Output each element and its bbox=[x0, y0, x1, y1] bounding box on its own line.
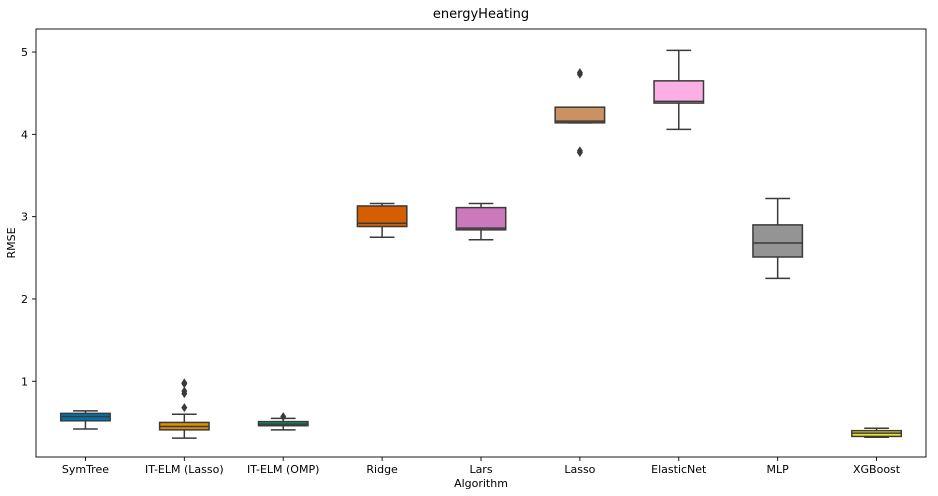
box-it-elm-omp bbox=[257, 412, 309, 431]
box-lasso bbox=[554, 68, 606, 157]
y-tick-label: 4 bbox=[21, 128, 28, 141]
box-iqr bbox=[554, 106, 606, 124]
x-tick-label: IT-ELM (Lasso) bbox=[145, 463, 224, 476]
y-tick-label: 2 bbox=[21, 293, 28, 306]
box-ridge bbox=[356, 202, 408, 238]
x-tick-label: ElasticNet bbox=[651, 463, 707, 476]
y-tick-label: 3 bbox=[21, 211, 28, 224]
x-axis: SymTree IT-ELM (Lasso) IT-ELM (OMP) Ridge La… bbox=[62, 457, 901, 476]
x-tick-label: Lasso bbox=[564, 463, 595, 476]
x-axis-label: Algorithm bbox=[454, 477, 508, 490]
y-tick-label: 5 bbox=[21, 46, 28, 59]
box-elasticnet bbox=[653, 49, 705, 131]
outlier-point bbox=[181, 378, 188, 388]
y-axis: 1 2 3 4 5 bbox=[21, 46, 36, 388]
box-xgboost bbox=[851, 427, 903, 438]
x-tick-label: Lars bbox=[469, 463, 492, 476]
box-lars bbox=[455, 202, 507, 241]
x-tick-label: Ridge bbox=[366, 463, 398, 476]
x-tick-label: IT-ELM (OMP) bbox=[247, 463, 319, 476]
y-axis-label: RMSE bbox=[5, 227, 18, 258]
box-iqr bbox=[455, 206, 507, 231]
x-tick-label: SymTree bbox=[62, 463, 109, 476]
chart-title: energyHeating bbox=[433, 7, 529, 22]
outlier-point bbox=[181, 403, 188, 413]
outlier-point bbox=[576, 146, 583, 156]
y-tick-label: 1 bbox=[21, 375, 28, 388]
box-group bbox=[59, 49, 903, 439]
box-iqr bbox=[356, 205, 408, 228]
x-tick-label: XGBoost bbox=[853, 463, 901, 476]
box-symtree bbox=[59, 410, 111, 430]
x-tick-label: MLP bbox=[767, 463, 790, 476]
box-it-elm-lasso bbox=[158, 378, 210, 439]
box-mlp bbox=[752, 197, 804, 280]
box-iqr bbox=[752, 224, 804, 258]
outlier-point bbox=[280, 412, 287, 422]
outlier-point bbox=[181, 386, 188, 396]
box-iqr bbox=[653, 80, 705, 104]
outlier-point bbox=[576, 68, 583, 78]
